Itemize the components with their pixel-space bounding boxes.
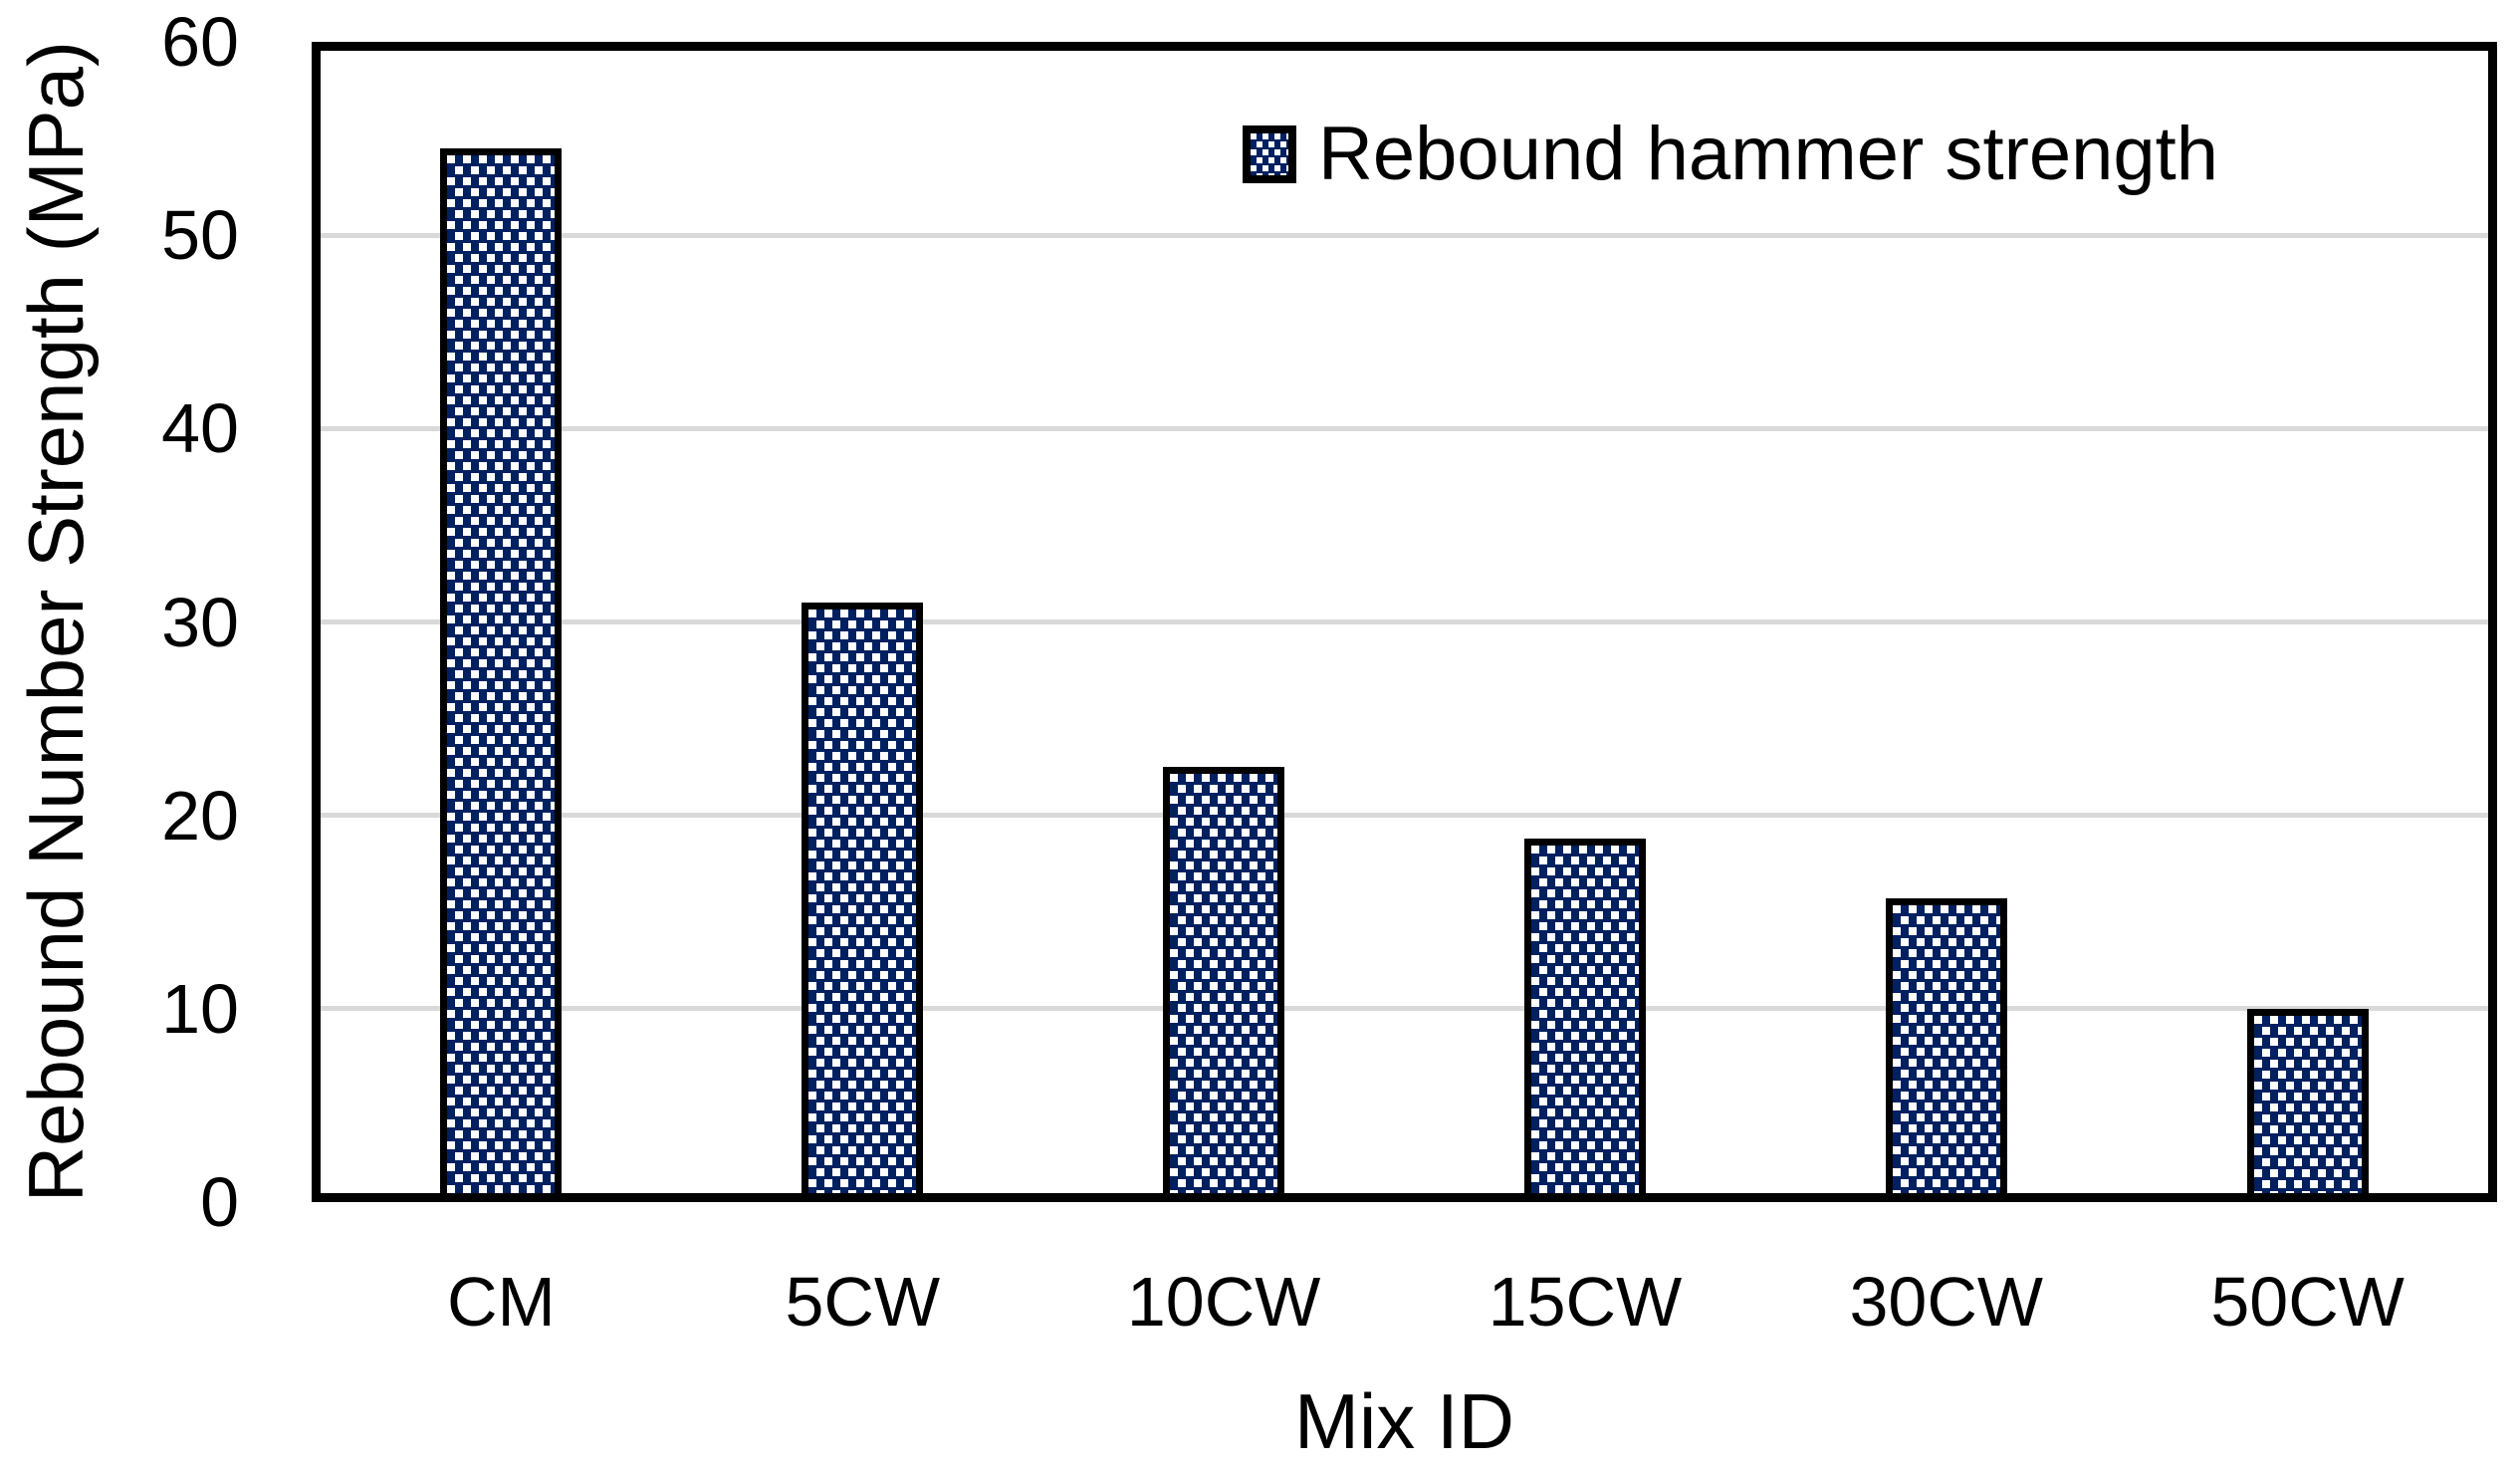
bar-CM: [440, 147, 563, 1193]
y-tick-label: 60: [161, 3, 239, 81]
y-tick-label: 0: [200, 1163, 239, 1241]
bar-5CW: [802, 603, 924, 1193]
y-tick-label: 50: [161, 196, 239, 275]
legend-label: Rebound hammer strength: [1318, 112, 2219, 196]
x-tick-label: CM: [446, 1263, 556, 1341]
x-axis-title: Mix ID: [1294, 1377, 1514, 1465]
gridline: [321, 1006, 2488, 1012]
y-tick-label: 40: [161, 389, 239, 468]
plot-area: Rebound hammer strength: [312, 42, 2497, 1202]
gridline: [321, 813, 2488, 819]
legend: Rebound hammer strength: [1243, 117, 2218, 192]
x-tick-label: 5CW: [785, 1263, 941, 1341]
bar-30CW: [1885, 898, 2007, 1193]
gridline: [321, 619, 2488, 624]
bar-15CW: [1523, 838, 1646, 1193]
x-tick-label: 10CW: [1126, 1263, 1321, 1341]
gridline: [321, 232, 2488, 238]
y-tick-label: 20: [161, 776, 239, 855]
x-tick-label: 50CW: [2210, 1263, 2405, 1341]
bar-10CW: [1163, 767, 1285, 1193]
gridline: [321, 425, 2488, 431]
y-tick-label: 10: [161, 969, 239, 1048]
x-tick-label: 15CW: [1488, 1263, 1683, 1341]
legend-pattern-swatch-icon: [1243, 125, 1296, 183]
bar-50CW: [2246, 1008, 2369, 1193]
y-tick-label: 30: [161, 583, 239, 661]
x-tick-label: 30CW: [1849, 1263, 2043, 1341]
